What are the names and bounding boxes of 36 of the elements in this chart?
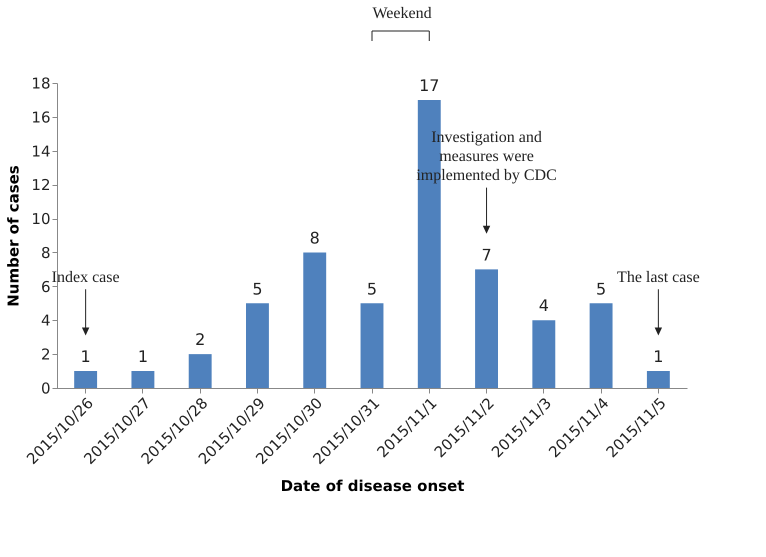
data-label: 7 bbox=[481, 245, 492, 264]
y-tick-label: 4 bbox=[40, 312, 50, 330]
y-axis-title: Number of cases bbox=[4, 165, 22, 307]
data-label: 5 bbox=[596, 279, 606, 298]
data-label: 1 bbox=[653, 347, 664, 366]
bar bbox=[532, 320, 556, 388]
annotation: Index case bbox=[52, 268, 120, 286]
data-label: 5 bbox=[366, 279, 378, 298]
annotation: The last case bbox=[617, 268, 700, 286]
bar bbox=[475, 269, 498, 388]
bar bbox=[590, 303, 613, 388]
x-axis-title: Date of disease onset bbox=[280, 477, 464, 496]
data-label: 1 bbox=[138, 347, 148, 366]
y-tick-label: 2 bbox=[40, 346, 50, 364]
text: Weekend bbox=[372, 5, 432, 22]
bar bbox=[246, 303, 269, 388]
data-label: 8 bbox=[310, 228, 320, 248]
data-label: 5 bbox=[252, 279, 263, 298]
data-label: 2 bbox=[195, 330, 206, 350]
bar bbox=[74, 371, 98, 388]
data-label: 4 bbox=[538, 296, 549, 316]
bar bbox=[131, 371, 154, 388]
y-tick-label: 12 bbox=[31, 176, 50, 194]
y-tick-label: 8 bbox=[40, 244, 50, 262]
y-tick-label: 14 bbox=[31, 142, 50, 160]
bar bbox=[360, 303, 384, 388]
y-tick-label: 18 bbox=[31, 74, 50, 92]
y-tick-label: 10 bbox=[31, 210, 50, 228]
y-tick-label: 16 bbox=[31, 108, 50, 126]
bar bbox=[646, 371, 670, 388]
data-label: 1 bbox=[80, 347, 91, 366]
y-tick-label: 0 bbox=[40, 380, 50, 398]
data-label: 17 bbox=[419, 76, 440, 95]
bar bbox=[188, 354, 212, 388]
y-tick-label: 6 bbox=[40, 278, 50, 296]
bar bbox=[303, 252, 326, 388]
